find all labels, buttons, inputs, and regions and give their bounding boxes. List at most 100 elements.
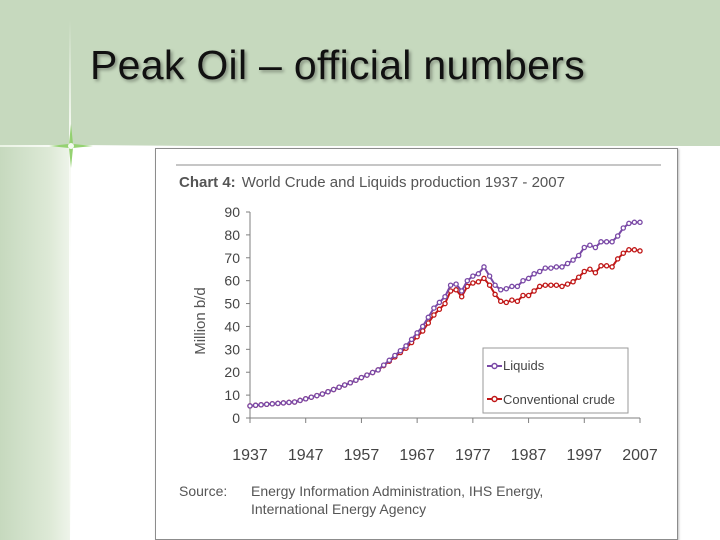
data-point-liquids (575, 252, 582, 259)
x-tick-label: 1997 (566, 447, 602, 464)
data-point-liquids (492, 282, 498, 288)
axes-layer: 0 10 20 30 40 50 60 70 80 90 1937 1947 1957 1967 1977 1… (224, 204, 657, 464)
data-point-liquids (330, 386, 337, 393)
data-point-liquids (525, 275, 532, 282)
source-line-2: International Energy Agency (251, 501, 426, 517)
data-point-liquids (486, 273, 493, 279)
data-point-liquids (341, 382, 348, 388)
data-point-liquids (314, 392, 320, 399)
data-point-liquids (548, 265, 554, 271)
data-point-liquids (286, 399, 292, 406)
data-point-liquids (397, 347, 404, 354)
data-point-conventional-crude (536, 283, 543, 290)
data-point-liquids (347, 380, 354, 386)
data-point-liquids (442, 293, 448, 300)
y-tick-label: 20 (224, 364, 240, 380)
data-point-liquids (425, 314, 432, 321)
data-point-conventional-crude (592, 269, 599, 276)
data-point-conventional-crude (542, 282, 549, 288)
data-point-liquids (509, 283, 515, 290)
data-point-conventional-crude (475, 279, 482, 285)
data-point-liquids (336, 384, 342, 390)
data-point-conventional-crude (492, 291, 498, 298)
data-point-conventional-crude (436, 306, 443, 313)
data-point-conventional-crude (497, 298, 504, 305)
data-point-liquids (403, 343, 409, 349)
data-point-conventional-crude (575, 274, 582, 280)
data-point-liquids (592, 244, 599, 251)
data-point-liquids (570, 257, 576, 263)
source-label: Source: (179, 483, 227, 499)
data-point-conventional-crude (564, 281, 571, 287)
data-point-conventional-crude (509, 297, 515, 303)
data-point-liquids (275, 400, 281, 407)
data-point-conventional-crude (425, 320, 432, 326)
data-point-liquids (263, 401, 270, 408)
data-point-liquids (297, 397, 303, 404)
data-point-conventional-crude (481, 275, 487, 282)
data-point-liquids (392, 352, 398, 359)
x-tick-label: 1987 (511, 447, 547, 464)
data-point-liquids (531, 271, 537, 277)
y-tick-label: 40 (224, 318, 240, 334)
data-point-liquids (247, 403, 253, 409)
slide-horizontal-rule (0, 145, 200, 147)
data-point-conventional-crude (626, 247, 632, 253)
data-point-liquids (358, 374, 365, 381)
data-point-liquids (481, 264, 487, 270)
x-tick-label: 1957 (344, 447, 380, 464)
sparkle-icon (49, 124, 93, 168)
data-point-liquids (637, 219, 643, 226)
data-point-liquids (609, 239, 615, 245)
data-point-liquids (503, 285, 510, 292)
data-point-conventional-crude (531, 288, 537, 294)
legend: Liquids Conventional crude (482, 347, 629, 414)
data-point-liquids (581, 244, 588, 251)
data-point-conventional-crude (609, 264, 615, 270)
data-point-conventional-crude (470, 280, 476, 286)
data-point-liquids (302, 396, 309, 402)
y-tick-label: 80 (224, 227, 240, 243)
slide-left-band (0, 146, 70, 540)
data-point-liquids (280, 400, 287, 406)
data-point-liquids (520, 277, 526, 284)
data-point-conventional-crude (520, 292, 526, 299)
data-point-liquids (514, 283, 521, 290)
y-tick-label: 30 (224, 341, 240, 357)
x-tick-label: 1947 (288, 447, 324, 464)
data-point-liquids (626, 220, 632, 227)
slide-vertical-rule (69, 20, 71, 540)
data-point-liquids (436, 299, 443, 306)
data-point-liquids (587, 242, 593, 248)
series-layer (247, 219, 643, 409)
data-point-liquids (319, 391, 326, 397)
data-point-conventional-crude (581, 268, 588, 275)
y-tick-label: 50 (224, 296, 240, 312)
data-point-conventional-crude (453, 287, 459, 293)
slide-header-band (0, 0, 720, 146)
data-point-conventional-crude (486, 282, 493, 288)
data-point-liquids (598, 239, 604, 245)
legend-box (482, 347, 629, 414)
data-point-liquids (475, 271, 482, 277)
data-point-liquids (458, 288, 465, 294)
data-point-liquids (447, 282, 454, 288)
data-point-conventional-crude (514, 298, 521, 305)
y-axis-label: Million b/d (192, 287, 209, 355)
y-tick-label: 90 (224, 204, 240, 220)
data-point-liquids (408, 336, 415, 343)
data-point-liquids (542, 265, 549, 271)
data-point-liquids (386, 357, 393, 364)
data-point-liquids (291, 399, 298, 405)
data-point-conventional-crude (553, 282, 560, 288)
data-point-liquids (414, 330, 420, 336)
data-point-conventional-crude (442, 300, 448, 307)
y-tick-label: 10 (224, 387, 240, 403)
data-point-conventional-crude (548, 282, 554, 288)
data-point-conventional-crude (503, 299, 510, 306)
x-tick-label: 1967 (399, 447, 435, 464)
source-line-1: Energy Information Administration, IHS E… (251, 483, 543, 499)
x-tick-label: 1977 (455, 447, 491, 464)
data-point-conventional-crude (614, 256, 621, 262)
chart-heading-prefix: Chart 4: (179, 174, 236, 191)
